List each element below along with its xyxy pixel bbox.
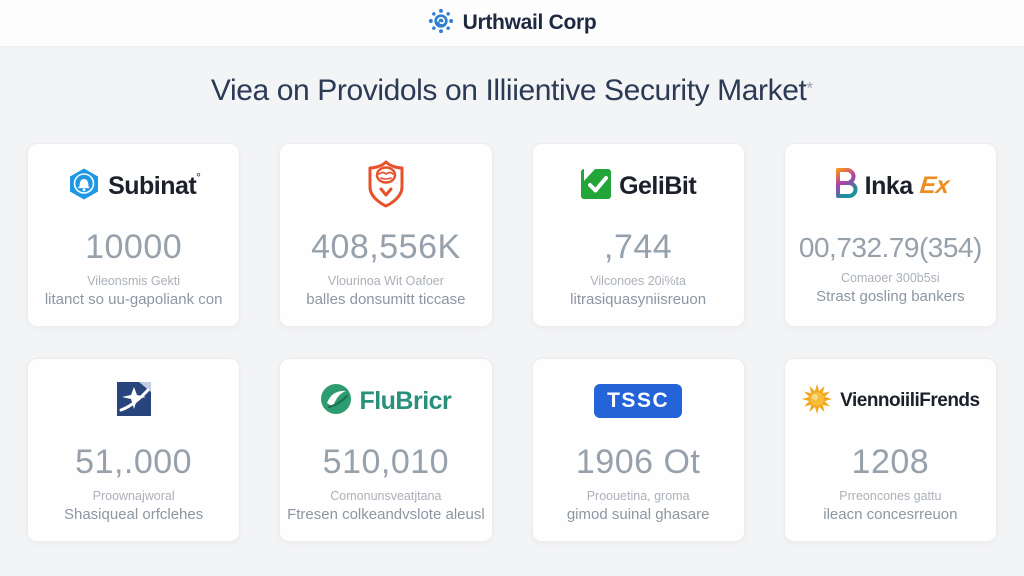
stat-description: Shasiqueal orfclehes	[63, 506, 204, 523]
stats-grid: Subinat° 10000 Vileonsmis Gekti litanct …	[0, 143, 1024, 542]
stat-description: Ftresen colkeandvslote aleusl	[287, 506, 485, 523]
navy-star-logo	[115, 375, 153, 427]
stat-value: 1906 Ot	[575, 443, 701, 481]
stat-description: litrasiquasyniisreuon	[570, 291, 707, 308]
page-title: Viea on Providols on Illiientive Securit…	[210, 74, 807, 107]
stat-value: 1208	[851, 443, 930, 481]
star-square-icon	[115, 380, 153, 423]
stat-description: Strast gosling bankers	[816, 288, 965, 305]
gear-icon	[428, 8, 454, 39]
stat-caption: Vileonsmis Gekti	[87, 274, 181, 288]
viennoilifrends-logo: ViennoiiliFrends	[801, 375, 980, 427]
tssc-logo: TSSC	[594, 375, 683, 427]
brand-name: Urthwail Corp	[462, 11, 597, 34]
stat-value: 510,010	[322, 443, 450, 481]
stat-caption: Proouetina, groma	[586, 489, 690, 503]
brand-label: ViennoiiliFrends	[840, 390, 980, 411]
stat-caption: Vlourinoa Wit Oafoer	[327, 274, 444, 288]
stat-value: 10000	[85, 228, 183, 266]
stat-description: litanct so uu-gapoliank con	[44, 291, 223, 308]
stat-description: gimod suinal ghasare	[566, 506, 710, 523]
stat-description: ileacn concesrreuon	[823, 506, 958, 523]
stat-caption: Comonunsveatjtana	[330, 489, 442, 503]
title-wrap: Viea on Providols on Illiientive Securit…	[0, 74, 1024, 108]
stat-card-flubricr: FluBricr 510,010 Comonunsveatjtana Ftres…	[279, 358, 493, 542]
stat-caption: Prreoncones gattu	[839, 489, 942, 503]
stat-description: balles donsumitt ticcase	[306, 291, 466, 308]
inkaex-logo: Inka Ex	[832, 160, 951, 212]
leaf-circle-icon	[320, 383, 352, 420]
stat-card-gelibit: GeliBit ,744 Vilconoes 20i%ta litrasiqua…	[531, 143, 745, 327]
flubricr-logo: FluBricr	[320, 375, 452, 427]
stat-value: 408,556K	[311, 228, 461, 266]
stat-card-navy-star: 51,.000 Proownajworal Shasiqueal orfcleh…	[27, 358, 241, 542]
shield-logo	[363, 160, 409, 212]
stat-value: 00,732.79(354)	[798, 232, 982, 263]
subinat-logo: Subinat°	[67, 160, 201, 212]
brand-label: GeliBit	[619, 171, 697, 200]
tssc-badge: TSSC	[594, 384, 683, 418]
header: Urthwail Corp	[0, 0, 1024, 47]
stat-caption: Comaoer 300b5si	[841, 271, 940, 285]
shield-emblem-icon	[363, 159, 409, 214]
sun-icon	[801, 383, 833, 420]
stat-card-tssc: TSSC 1906 Ot Proouetina, groma gimod sui…	[531, 358, 745, 542]
stat-card-shield: 408,556K Vlourinoa Wit Oafoer balles don…	[279, 143, 493, 327]
gradient-b-icon	[832, 167, 858, 206]
leaf-check-square-icon	[580, 168, 612, 205]
stat-caption: Vilconoes 20i%ta	[590, 274, 686, 288]
brand-suffix: Ex	[918, 172, 951, 199]
stat-card-subinat: Subinat° 10000 Vileonsmis Gekti litanct …	[27, 143, 241, 327]
brand-label: FluBricr	[359, 386, 452, 415]
stat-value: ,744	[604, 228, 673, 266]
title-asterisk: *	[806, 78, 814, 98]
brand-label: Inka	[864, 171, 914, 200]
brand-label: Subinat°	[108, 171, 201, 200]
stat-value: 51,.000	[75, 443, 193, 481]
stat-caption: Proownajworal	[92, 489, 175, 503]
bell-hexagon-icon	[67, 167, 101, 206]
gelibit-logo: GeliBit	[580, 160, 697, 212]
stat-card-viennoilifrends: ViennoiiliFrends 1208 Prreoncones gattu …	[783, 358, 997, 542]
stat-card-inkaex: Inka Ex 00,732.79(354) Comaoer 300b5si S…	[783, 143, 997, 327]
